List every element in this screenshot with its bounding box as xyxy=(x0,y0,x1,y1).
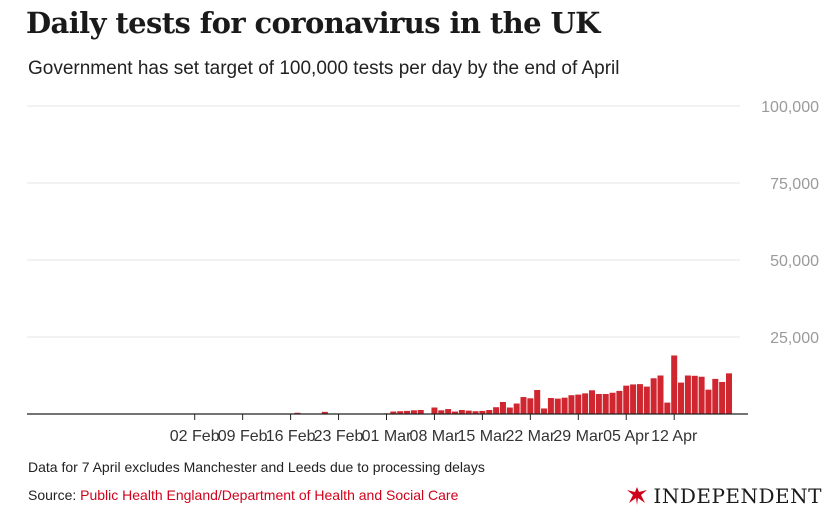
bar xyxy=(472,411,479,414)
bar xyxy=(719,381,726,414)
source-line: Source: Public Health England/Department… xyxy=(28,487,458,503)
bar xyxy=(417,409,424,414)
bar xyxy=(630,384,637,414)
bar xyxy=(684,375,691,414)
eagle-icon xyxy=(627,487,648,505)
x-tick-label: 12 Apr xyxy=(651,428,698,445)
bar xyxy=(582,393,589,414)
bar xyxy=(589,390,595,414)
bar xyxy=(636,384,643,414)
bar xyxy=(397,411,404,414)
bar xyxy=(431,407,438,414)
x-tick-label: 01 Mar xyxy=(362,428,412,445)
bar xyxy=(520,397,527,414)
x-tick-label: 22 Mar xyxy=(505,428,555,445)
bar xyxy=(568,395,575,414)
x-tick-label: 05 Apr xyxy=(603,428,650,445)
bar xyxy=(691,375,698,414)
bar xyxy=(445,409,452,414)
bar xyxy=(712,378,719,414)
bar xyxy=(479,410,486,414)
bar xyxy=(465,410,472,414)
bar xyxy=(534,389,541,414)
bar xyxy=(452,411,458,414)
bar xyxy=(664,402,671,414)
source-link[interactable]: Public Health England/Department of Heal… xyxy=(80,487,459,503)
bar xyxy=(575,394,582,414)
bar xyxy=(390,411,397,414)
bar xyxy=(458,409,465,414)
bar xyxy=(486,409,493,414)
bar xyxy=(595,393,602,414)
bar xyxy=(657,375,664,414)
y-tick-label: 75,000 xyxy=(770,176,819,193)
independent-logo[interactable]: INDEPENDENT xyxy=(625,482,822,510)
bar xyxy=(506,407,513,414)
bar xyxy=(678,382,685,414)
bar xyxy=(623,385,630,414)
source-label: Source: xyxy=(28,487,77,503)
bar xyxy=(698,376,705,414)
bar xyxy=(547,397,554,414)
x-tick-label: 09 Feb xyxy=(218,428,268,445)
bar xyxy=(527,398,534,414)
bar xyxy=(294,412,301,414)
bar xyxy=(609,392,616,414)
x-tick-label: 16 Feb xyxy=(266,428,316,445)
bar xyxy=(404,410,411,414)
bars xyxy=(294,355,732,414)
bar xyxy=(705,389,712,414)
bar xyxy=(643,386,650,414)
bar xyxy=(410,410,417,414)
y-axis-ticks: 25,000 50,000 75,000 100,000 xyxy=(761,99,819,347)
x-tick-label: 23 Feb xyxy=(314,428,364,445)
chart-title: Daily tests for coronavirus in the UK xyxy=(26,6,600,40)
y-tick-label: 25,000 xyxy=(770,330,819,347)
bar xyxy=(493,407,500,414)
bar xyxy=(499,401,506,414)
bar xyxy=(561,397,568,414)
x-tick-label: 02 Feb xyxy=(170,428,220,445)
x-tick-label: 15 Mar xyxy=(458,428,508,445)
data-note: Data for 7 April excludes Manchester and… xyxy=(28,459,485,475)
bar xyxy=(671,355,678,414)
bar xyxy=(650,378,657,414)
y-tick-label: 50,000 xyxy=(770,253,819,270)
bar xyxy=(513,403,520,414)
bar xyxy=(602,393,609,414)
bar xyxy=(321,411,328,414)
x-tick-label: 29 Mar xyxy=(553,428,603,445)
chart-subtitle: Government has set target of 100,000 tes… xyxy=(28,58,620,79)
logo-text: INDEPENDENT xyxy=(653,484,822,508)
gridlines xyxy=(27,105,740,338)
bar xyxy=(616,390,623,414)
bar xyxy=(554,398,561,414)
y-tick-label: 100,000 xyxy=(761,99,819,116)
bar xyxy=(541,408,548,414)
bar xyxy=(438,410,445,414)
bar xyxy=(726,373,732,414)
x-tick-label: 08 Mar xyxy=(410,428,460,445)
